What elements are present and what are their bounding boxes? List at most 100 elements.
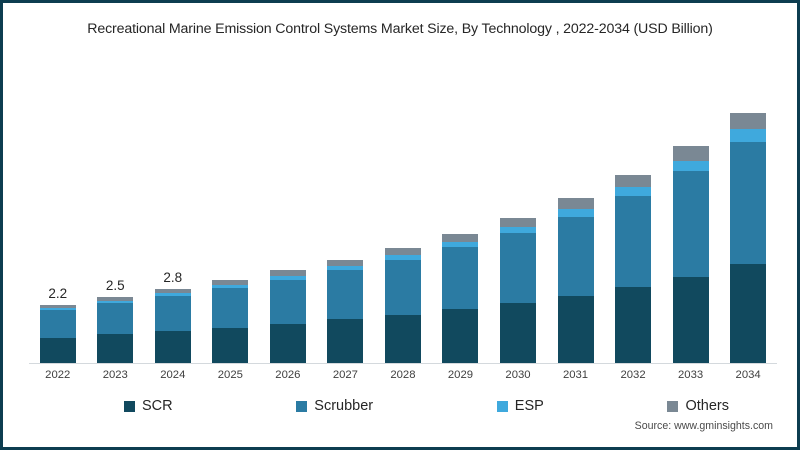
bar-segment-esp[interactable] — [442, 241, 479, 248]
bar-column[interactable] — [662, 61, 720, 363]
bar-column[interactable] — [317, 61, 375, 363]
bar-segment-scr[interactable] — [730, 264, 767, 363]
bar-segment-scr[interactable] — [327, 319, 364, 363]
bar-segment-esp[interactable] — [672, 160, 709, 172]
bar-segment-esp[interactable] — [327, 265, 364, 271]
x-tick-label: 2022 — [45, 369, 71, 381]
bar-segment-scrubber[interactable] — [269, 279, 306, 324]
bar-segment-scr[interactable] — [269, 323, 306, 363]
x-tick-label: 2029 — [447, 369, 474, 381]
legend-label: Others — [685, 398, 729, 414]
bar-segment-others[interactable] — [442, 233, 479, 242]
stacked-bar[interactable] — [384, 247, 421, 363]
stacked-bar[interactable] — [269, 270, 306, 363]
page-title: Recreational Marine Emission Control Sys… — [87, 21, 713, 37]
stacked-bar[interactable] — [154, 288, 191, 363]
x-tick-label: 2032 — [620, 369, 646, 381]
stacked-bar[interactable] — [442, 233, 479, 363]
bar-segment-scrubber[interactable] — [730, 141, 767, 265]
bar-segment-scr[interactable] — [39, 337, 76, 363]
bar-segment-others[interactable] — [212, 280, 249, 286]
bar-segment-scrubber[interactable] — [500, 233, 536, 304]
stacked-bar[interactable] — [39, 304, 76, 363]
bar-segment-esp[interactable] — [500, 226, 536, 234]
x-tick-label: 2025 — [217, 369, 243, 381]
bar-column[interactable] — [489, 61, 547, 363]
bar-segment-scr[interactable] — [384, 314, 421, 363]
bar-segment-scr[interactable] — [672, 276, 709, 363]
legend-label: Scrubber — [314, 398, 374, 414]
bar-segment-esp[interactable] — [154, 293, 191, 297]
bar-column[interactable]: 2.8 — [144, 61, 202, 363]
bar-segment-scrubber[interactable] — [384, 259, 421, 315]
bar-column[interactable] — [374, 61, 432, 363]
legend-swatch-icon — [496, 400, 508, 412]
stacked-bar[interactable] — [97, 296, 134, 363]
legend-item-scrubber[interactable]: Scrubber — [296, 398, 373, 414]
chart-legend: SCR Scrubber ESP Others — [29, 398, 729, 414]
bar-segment-scrubber[interactable] — [615, 196, 652, 288]
bar-segment-scrubber[interactable] — [327, 270, 364, 320]
bar-segment-scr[interactable] — [615, 287, 652, 363]
bar-segment-others[interactable] — [327, 259, 364, 266]
bar-column[interactable] — [604, 61, 662, 363]
bar-column[interactable]: 2.2 — [29, 61, 87, 363]
bar-segment-esp[interactable] — [557, 209, 594, 217]
bar-segment-esp[interactable] — [39, 308, 76, 311]
bar-segment-others[interactable] — [500, 217, 536, 227]
bar-segment-others[interactable] — [97, 296, 134, 301]
bar-segment-scrubber[interactable] — [154, 296, 191, 332]
x-axis-tick-labels: 2022 2023 2024 2025 2026 2027 2028 2029 2030 2031… — [29, 369, 777, 381]
bar-segment-scr[interactable] — [212, 327, 249, 363]
bar-segment-scrubber[interactable] — [442, 247, 479, 310]
x-tick-label: 2030 — [505, 369, 531, 381]
stacked-bar[interactable] — [500, 217, 536, 363]
bar-segment-others[interactable] — [730, 113, 767, 130]
bar-segment-others[interactable] — [269, 270, 306, 276]
legend-swatch-icon — [124, 400, 135, 412]
bar-column[interactable] — [432, 61, 490, 363]
bar-segment-esp[interactable] — [97, 300, 134, 304]
bar-segment-scr[interactable] — [557, 296, 594, 363]
bar-segment-esp[interactable] — [615, 187, 652, 197]
bar-column[interactable]: 2.5 — [87, 61, 145, 363]
bar-segment-esp[interactable] — [212, 285, 249, 289]
bar-column[interactable] — [719, 61, 777, 363]
bar-segment-scr[interactable] — [97, 334, 134, 363]
x-tick-label: 2033 — [678, 369, 704, 381]
bar-segment-scr[interactable] — [154, 331, 191, 363]
bar-value-label: 2.5 — [105, 277, 125, 293]
bar-column[interactable] — [202, 61, 260, 363]
bar-segment-others[interactable] — [672, 146, 709, 161]
bar-segment-esp[interactable] — [269, 275, 306, 280]
bar-segment-scr[interactable] — [442, 309, 479, 363]
bar-segment-scr[interactable] — [500, 303, 536, 363]
bar-segment-scrubber[interactable] — [97, 303, 134, 335]
stacked-bar[interactable] — [730, 113, 767, 363]
bar-segment-others[interactable] — [384, 247, 421, 255]
bar-segment-scrubber[interactable] — [672, 171, 709, 277]
legend-item-others[interactable]: Others — [667, 398, 729, 414]
bar-segment-scrubber[interactable] — [557, 216, 594, 297]
legend-item-esp[interactable]: ESP — [496, 398, 544, 414]
stacked-bar[interactable] — [557, 198, 594, 363]
x-tick-label: 2023 — [102, 369, 128, 381]
legend-item-scr[interactable]: SCR — [124, 398, 173, 414]
stacked-bar[interactable] — [212, 280, 249, 363]
bar-column[interactable] — [259, 61, 317, 363]
stacked-bar[interactable] — [327, 259, 364, 363]
stacked-bar[interactable] — [615, 175, 652, 363]
legend-label: ESP — [514, 398, 544, 414]
bar-segment-others[interactable] — [39, 304, 76, 309]
bar-segment-esp[interactable] — [384, 254, 421, 260]
legend-swatch-icon — [296, 400, 308, 412]
bar-column[interactable] — [547, 61, 605, 363]
stacked-bar[interactable] — [672, 146, 709, 363]
bar-segment-esp[interactable] — [730, 129, 767, 142]
bar-segment-scrubber[interactable] — [39, 310, 76, 338]
bar-segment-others[interactable] — [557, 198, 594, 210]
bar-segment-others[interactable] — [615, 175, 652, 188]
bar-segment-others[interactable] — [154, 288, 191, 294]
bar-segment-scrubber[interactable] — [212, 288, 249, 328]
